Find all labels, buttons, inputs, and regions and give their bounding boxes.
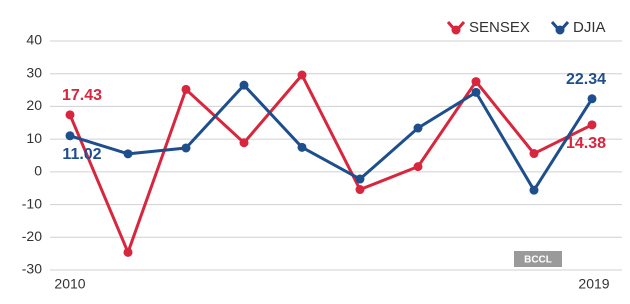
legend-dot xyxy=(555,25,565,35)
series-line xyxy=(69,83,594,192)
y-tick-label: 20 xyxy=(26,97,42,113)
x-tick-label: 2010 xyxy=(54,276,85,292)
point xyxy=(355,174,365,184)
point xyxy=(355,185,365,195)
point xyxy=(123,247,133,257)
watermark: BCCL xyxy=(524,255,552,266)
point xyxy=(123,149,133,159)
watermark-box xyxy=(514,251,562,267)
point xyxy=(297,142,307,152)
point xyxy=(587,120,597,130)
y-tick-label: -10 xyxy=(22,195,42,211)
y-tick-label: -20 xyxy=(22,228,42,244)
x-tick-label: 2019 xyxy=(578,276,609,292)
point xyxy=(471,77,481,87)
y-tick-label: 10 xyxy=(26,130,42,146)
point xyxy=(65,110,75,120)
data-label: 14.38 xyxy=(566,135,606,152)
point xyxy=(297,70,307,80)
point xyxy=(181,84,191,94)
data-label: 11.02 xyxy=(62,146,101,163)
data-label: 17.43 xyxy=(62,87,102,104)
point xyxy=(65,131,75,141)
y-tick-label: 40 xyxy=(26,32,42,48)
y-tick-label: 0 xyxy=(34,163,42,179)
point xyxy=(239,138,249,148)
legend-dot xyxy=(451,25,461,35)
point xyxy=(587,94,597,104)
series-line xyxy=(68,73,593,254)
legend-label: DJIA xyxy=(573,19,606,36)
point xyxy=(181,143,191,153)
point xyxy=(413,123,423,133)
point xyxy=(471,87,481,97)
data-label: 22.34 xyxy=(566,71,606,88)
y-tick-label: -30 xyxy=(22,261,42,277)
y-tick-label: 30 xyxy=(26,64,42,80)
point xyxy=(413,162,423,172)
point xyxy=(529,185,539,195)
point xyxy=(529,149,539,159)
legend-label: SENSEX xyxy=(469,19,530,36)
point xyxy=(239,80,249,90)
